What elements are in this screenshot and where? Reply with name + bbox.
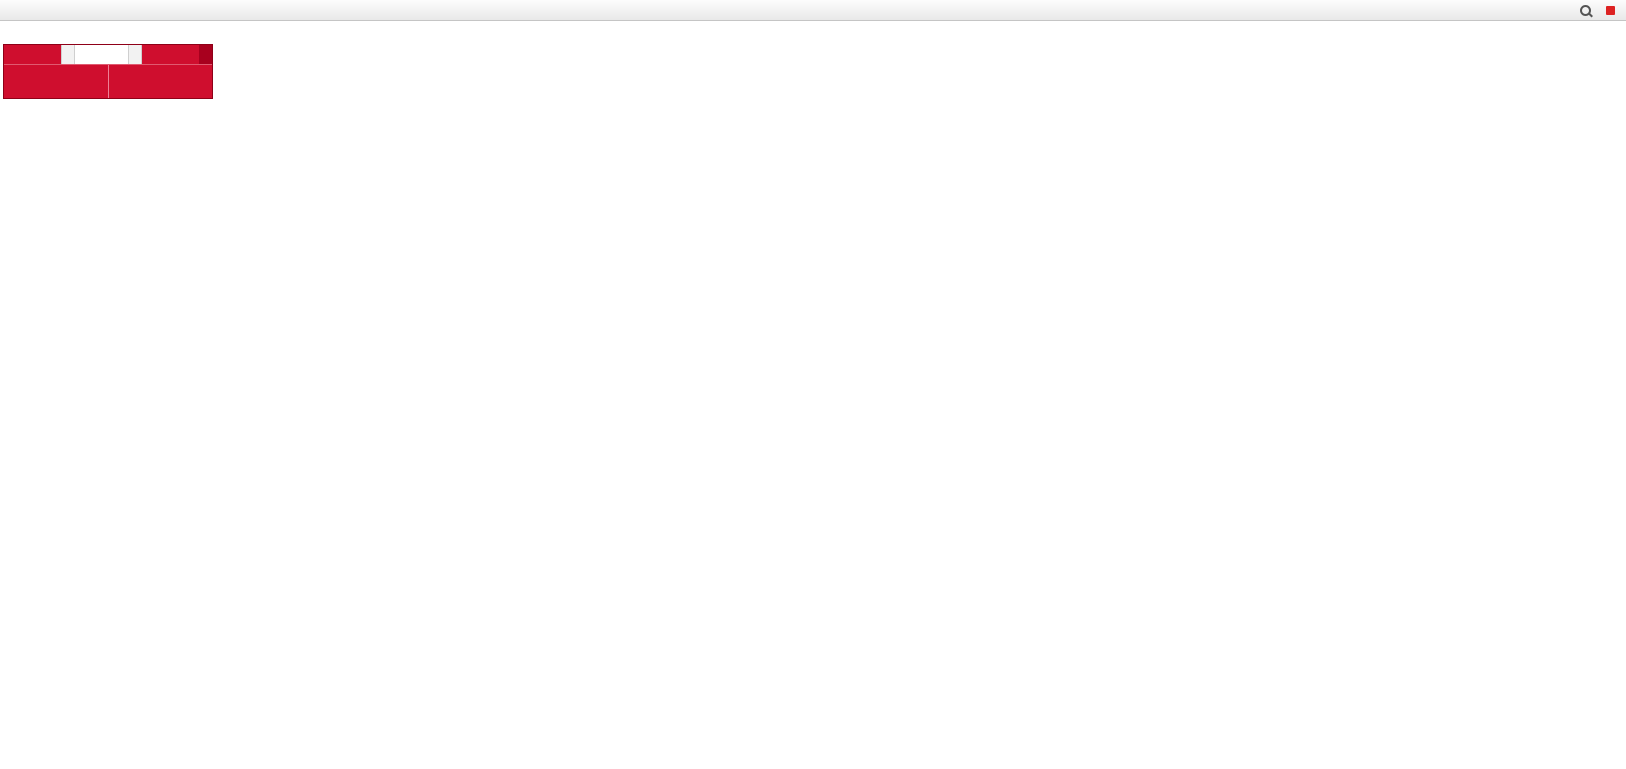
price-chart-canvas[interactable] — [0, 20, 1626, 769]
lot-increase-button[interactable] — [128, 45, 142, 64]
buy-price-display[interactable] — [107, 65, 212, 98]
one-click-trading-panel — [3, 44, 213, 99]
lot-size-input[interactable] — [75, 45, 128, 64]
sell-button[interactable] — [4, 45, 61, 64]
sell-price-display[interactable] — [4, 65, 108, 98]
buy-button[interactable] — [142, 45, 199, 64]
record-icon[interactable] — [1599, 1, 1622, 20]
one-click-controls — [4, 45, 212, 64]
top-toolbar — [0, 0, 1626, 21]
search-icon[interactable] — [1574, 1, 1597, 20]
toolbar-right-group — [1573, 1, 1623, 20]
lot-decrease-button[interactable] — [61, 45, 75, 64]
one-click-prices — [4, 64, 212, 98]
